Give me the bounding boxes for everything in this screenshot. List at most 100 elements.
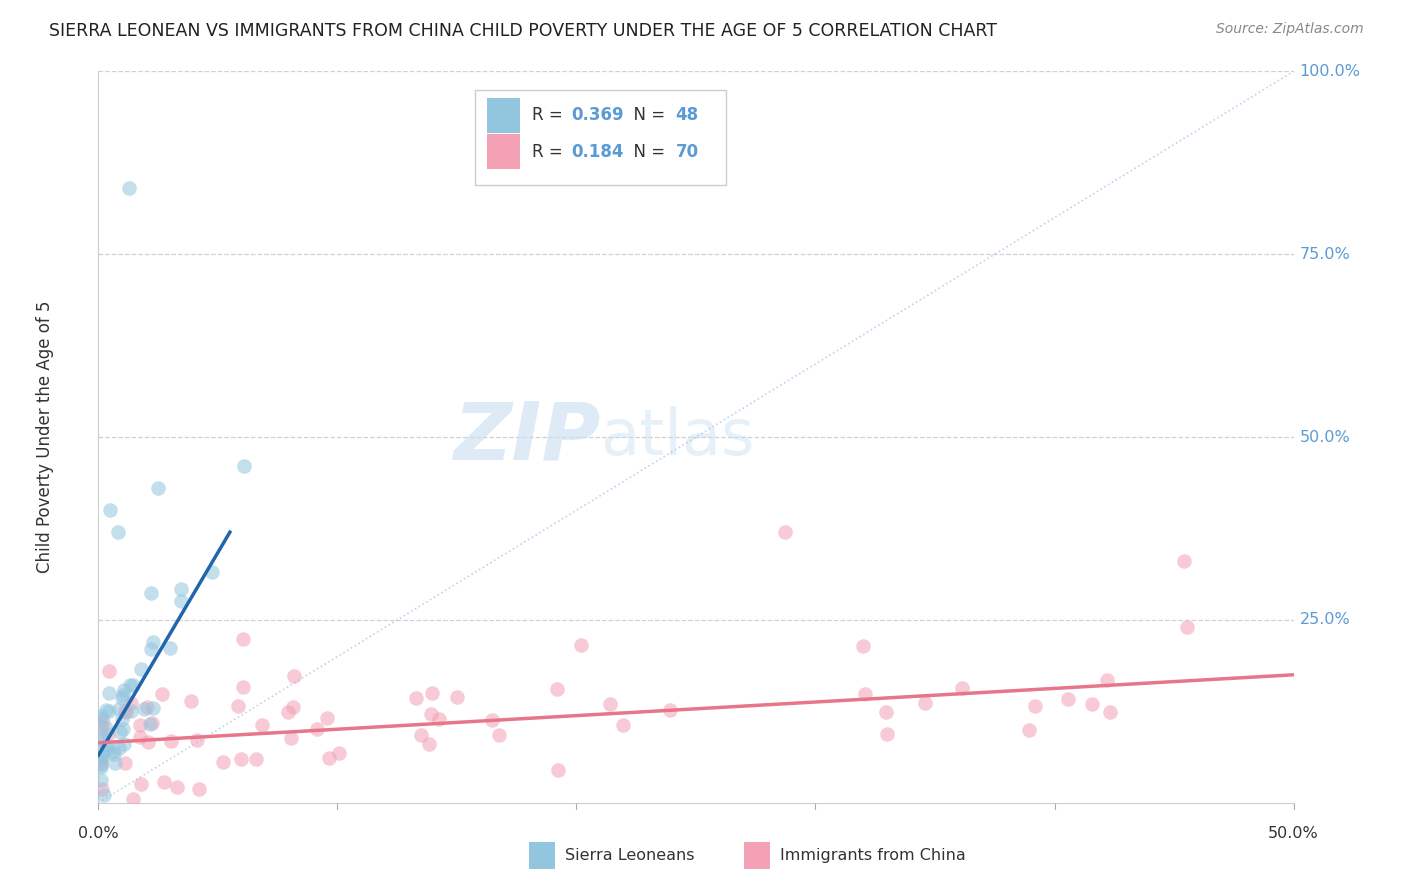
Text: 25.0%: 25.0% xyxy=(1299,613,1350,627)
Point xyxy=(98,664,121,678)
Point xyxy=(135,700,157,714)
Point xyxy=(569,638,592,652)
Point xyxy=(187,782,209,797)
Point xyxy=(658,703,681,717)
Point xyxy=(914,696,936,710)
FancyBboxPatch shape xyxy=(486,135,520,169)
Text: Source: ZipAtlas.com: Source: ZipAtlas.com xyxy=(1216,22,1364,37)
Point xyxy=(546,681,568,696)
Text: ZIP: ZIP xyxy=(453,398,600,476)
Point xyxy=(112,737,135,751)
Point xyxy=(103,747,125,761)
Point xyxy=(232,632,254,647)
Point xyxy=(98,503,122,517)
Point xyxy=(250,717,273,731)
Point xyxy=(547,763,569,777)
Text: 0.369: 0.369 xyxy=(572,106,624,124)
Point xyxy=(411,728,433,742)
Point xyxy=(118,181,141,195)
Point xyxy=(90,750,112,764)
Point xyxy=(277,705,299,719)
Point xyxy=(226,698,249,713)
Point xyxy=(420,686,443,700)
Point xyxy=(612,718,634,732)
Point xyxy=(142,635,165,649)
Point xyxy=(90,756,112,770)
Text: Sierra Leoneans: Sierra Leoneans xyxy=(565,848,695,863)
Point xyxy=(90,709,112,723)
Text: 50.0%: 50.0% xyxy=(1299,430,1350,444)
Point xyxy=(420,706,443,721)
Point xyxy=(418,737,440,751)
FancyBboxPatch shape xyxy=(744,841,770,870)
Text: 50.0%: 50.0% xyxy=(1268,826,1319,841)
Point xyxy=(129,777,152,791)
Point xyxy=(1095,673,1118,688)
Point xyxy=(875,705,897,719)
Point xyxy=(114,756,136,770)
Point xyxy=(142,700,165,714)
Point xyxy=(599,697,621,711)
Text: Immigrants from China: Immigrants from China xyxy=(780,848,966,863)
Text: R =: R = xyxy=(533,106,568,124)
Point xyxy=(201,565,224,579)
Text: N =: N = xyxy=(623,106,671,124)
Point xyxy=(98,704,121,718)
Point xyxy=(1099,705,1122,719)
Point xyxy=(139,641,162,656)
Point xyxy=(405,691,427,706)
Point xyxy=(90,733,112,747)
Point xyxy=(107,525,129,540)
Point xyxy=(94,703,117,717)
Point xyxy=(90,753,112,767)
Point xyxy=(108,725,131,739)
Point xyxy=(90,720,112,734)
Point xyxy=(231,752,253,766)
Point xyxy=(169,582,191,596)
Point xyxy=(122,792,145,806)
Point xyxy=(159,640,181,655)
Point xyxy=(139,586,162,600)
Point xyxy=(245,752,267,766)
Point xyxy=(186,733,208,747)
FancyBboxPatch shape xyxy=(486,98,520,133)
Point xyxy=(93,789,115,803)
Point xyxy=(315,711,337,725)
Point xyxy=(283,669,305,683)
Point xyxy=(852,640,875,654)
Point xyxy=(110,691,132,706)
Text: SIERRA LEONEAN VS IMMIGRANTS FROM CHINA CHILD POVERTY UNDER THE AGE OF 5 CORRELA: SIERRA LEONEAN VS IMMIGRANTS FROM CHINA … xyxy=(49,22,997,40)
Point xyxy=(427,712,450,726)
Point xyxy=(91,781,114,796)
Point xyxy=(1081,697,1104,711)
Text: R =: R = xyxy=(533,143,568,161)
Text: 0.0%: 0.0% xyxy=(79,826,118,841)
Point xyxy=(90,760,112,774)
Point xyxy=(1173,554,1195,568)
Point xyxy=(101,744,124,758)
Point xyxy=(148,481,170,495)
Point xyxy=(280,731,302,746)
Point xyxy=(481,714,503,728)
Point xyxy=(96,721,118,735)
Point xyxy=(112,682,135,697)
Point xyxy=(179,694,201,708)
Text: 70: 70 xyxy=(676,143,699,161)
Point xyxy=(232,680,254,694)
Point xyxy=(1175,620,1198,634)
Point xyxy=(328,746,350,760)
Point xyxy=(138,716,160,731)
Point xyxy=(111,688,134,702)
Point xyxy=(90,711,112,725)
Point xyxy=(129,662,152,676)
Point xyxy=(132,702,155,716)
Point xyxy=(98,686,121,700)
FancyBboxPatch shape xyxy=(475,90,725,185)
Point xyxy=(150,687,173,701)
Point xyxy=(1018,723,1040,738)
Point xyxy=(211,756,233,770)
Point xyxy=(773,525,796,540)
Point xyxy=(488,728,510,742)
Point xyxy=(108,702,131,716)
Point xyxy=(93,714,115,728)
